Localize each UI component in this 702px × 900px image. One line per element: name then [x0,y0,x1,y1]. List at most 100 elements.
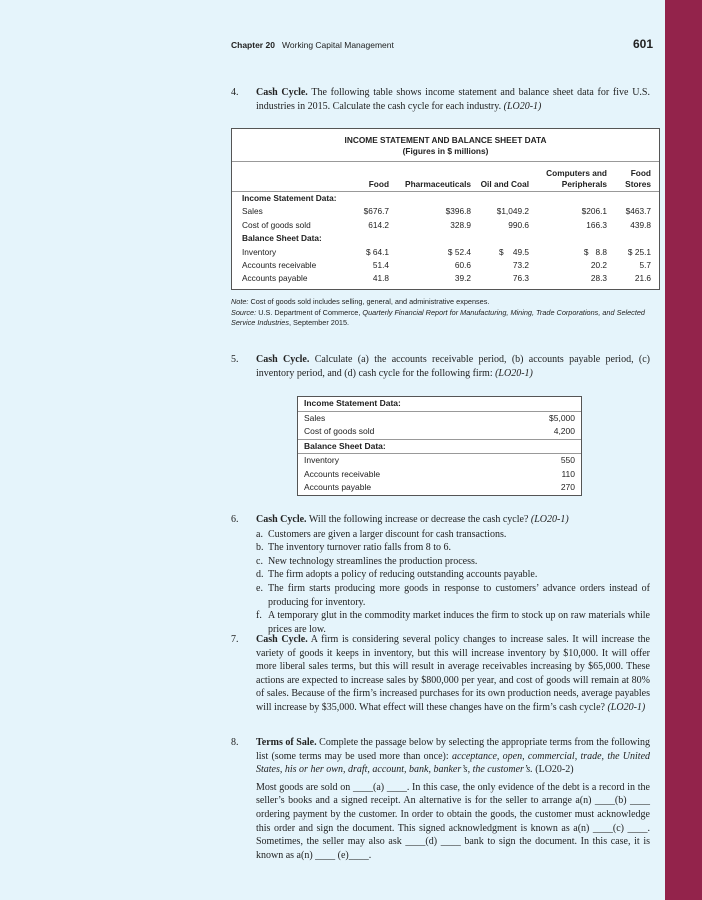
list-item: d. The firm adopts a policy of reducing o… [256,568,650,582]
problem-title: Cash Cycle. [256,354,310,365]
learning-objective: (LO20-2) [535,764,574,776]
cell-value: 21.6 [634,273,651,284]
problem-number: 6. [231,514,239,525]
column-header: Food [368,178,390,189]
problem-title: Terms of Sale. [256,737,317,748]
problem-number: 5. [231,354,239,365]
item-text: The firm starts producing more goods in … [268,582,650,608]
chapter-title: Working Capital Management [282,40,394,50]
table-row: Inventory $ 64.1 $ 52.4 $ 49.5 $ 8.8 $ 25.1 [232,246,659,259]
chapter-label: Chapter 20 [231,40,275,50]
firm-data-table: Income Statement Data: Sales $5,000 Cost of… [297,396,582,496]
item-text: The firm adopts a policy of reducing out… [268,569,538,581]
section-label: Income Statement Data: [242,193,337,203]
income-balance-table: INCOME STATEMENT AND BALANCE SHEET DATA(… [231,128,660,290]
column-header: Pharmaceuticals [405,178,471,189]
cell-value: 41.8 [372,273,390,284]
list-item: c. New technology streamlines the product… [256,555,650,569]
problem-title: Cash Cycle. [256,514,307,525]
table-row: Accounts receivable 110 [298,468,581,482]
cell-value: 20.2 [590,260,607,271]
row-label: Cost of goods sold [242,219,311,230]
problem-8: 8. Terms of Sale. Complete the passage b… [231,736,650,862]
cell-value: $ 49.5 [499,246,529,257]
table-note: Note: Cost of goods sold includes sellin… [231,297,661,329]
table-row: Accounts receivable 51.4 60.6 73.2 20.2 5.7 [232,259,659,272]
cell-value: 614.2 [368,219,390,230]
cell-value: 110 [561,468,575,479]
problem-number: 7. [231,634,239,645]
cell-value: $ 25.1 [627,246,651,257]
problem-5: 5. Cash Cycle. Calculate (a) the account… [231,353,650,380]
row-label: Sales [304,412,326,423]
source-date: , September 2015. [289,318,350,327]
cell-value: $396.8 [445,206,471,217]
section-label: Balance Sheet Data: [298,438,581,454]
cell-value: $ 52.4 [447,246,471,257]
section-label: Balance Sheet Data: [242,233,322,244]
problem-6: 6. Cash Cycle. Will the following increa… [231,513,650,636]
cell-value: $5,000 [549,412,575,423]
item-letter: d. [256,569,264,581]
column-header: Oil and Coal [480,178,529,189]
table-subtitle: (Figures in $ millions) [402,146,489,156]
cell-value: 439.8 [630,219,651,230]
item-letter: a. [256,528,263,540]
cell-value: 60.6 [454,260,471,271]
list-item: f. A temporary glut in the commodity mark… [256,609,650,636]
problem-text: Will the following increase or decrease … [308,514,529,525]
table-row: Sales $5,000 [298,411,581,425]
table-row: Accounts payable 41.8 39.2 76.3 28.3 21.6 [232,272,659,285]
cell-value: 73.2 [512,260,529,271]
cell-value: $ 8.8 [583,246,607,257]
cell-value: $ 64.1 [365,246,390,257]
section-label: Income Statement Data: [298,397,581,412]
problem-number: 4. [231,87,239,98]
cell-value: 166.3 [586,219,607,230]
row-label: Inventory [304,455,339,465]
cell-value: $463.7 [625,206,651,217]
item-text: Customers are given a larger discount fo… [268,528,507,540]
problem-title: Cash Cycle. [256,87,308,98]
item-letter: e. [256,582,263,594]
cell-value: 550 [560,455,575,465]
note-text: Cost of goods sold includes selling, gen… [250,297,490,306]
cell-value: 990.6 [508,219,529,230]
page-margin-bar [665,0,702,900]
problem-number: 8. [231,737,239,748]
problem-text: A firm is considering several policy cha… [256,634,650,713]
problem-text: Complete the passage below by selecting … [256,737,651,762]
cell-value: 28.3 [590,273,607,284]
learning-objective: (LO20-1) [530,514,569,525]
item-letter: b. [256,542,264,554]
cell-value: 270 [560,482,575,492]
cell-value: $206.1 [581,206,607,217]
row-label: Cost of goods sold [304,426,375,436]
table-row: Accounts payable 270 [298,481,581,495]
running-header: Chapter 20 Working Capital Management 60… [231,37,653,51]
cell-value: 4,200 [553,426,575,436]
row-label: Sales [242,206,263,217]
note-label: Note: [231,297,249,306]
problem-text: The following table shows income stateme… [256,87,650,112]
table-title: INCOME STATEMENT AND BALANCE SHEET DATA [344,135,547,145]
table-row: Cost of goods sold 4,200 [298,425,581,439]
page-number: 601 [632,37,653,51]
learning-objective: (LO20-1) [503,100,542,112]
problem-7: 7. Cash Cycle. A firm is considering sev… [231,633,650,715]
item-text: New technology streamlines the productio… [268,555,478,567]
fill-in-passage: Most goods are sold on ____(a) ____. In … [256,781,650,861]
row-label: Accounts payable [304,482,372,492]
learning-objective: (LO20-1) [607,701,646,713]
item-text: The inventory turnover ratio falls from … [268,542,452,554]
term-list: acceptance, open, commercial, trade, the… [256,750,651,776]
problem-text: Calculate (a) the accounts receivable pe… [256,354,650,379]
problem-4: 4. Cash Cycle. The following table shows… [231,86,650,113]
item-letter: c. [256,555,263,567]
row-label: Accounts receivable [242,260,317,271]
table-row: Inventory 550 [298,454,581,468]
item-letter: f. [256,610,262,622]
cell-value: 39.2 [454,273,471,284]
cell-value: 328.9 [450,219,471,230]
row-label: Accounts payable [242,273,308,284]
